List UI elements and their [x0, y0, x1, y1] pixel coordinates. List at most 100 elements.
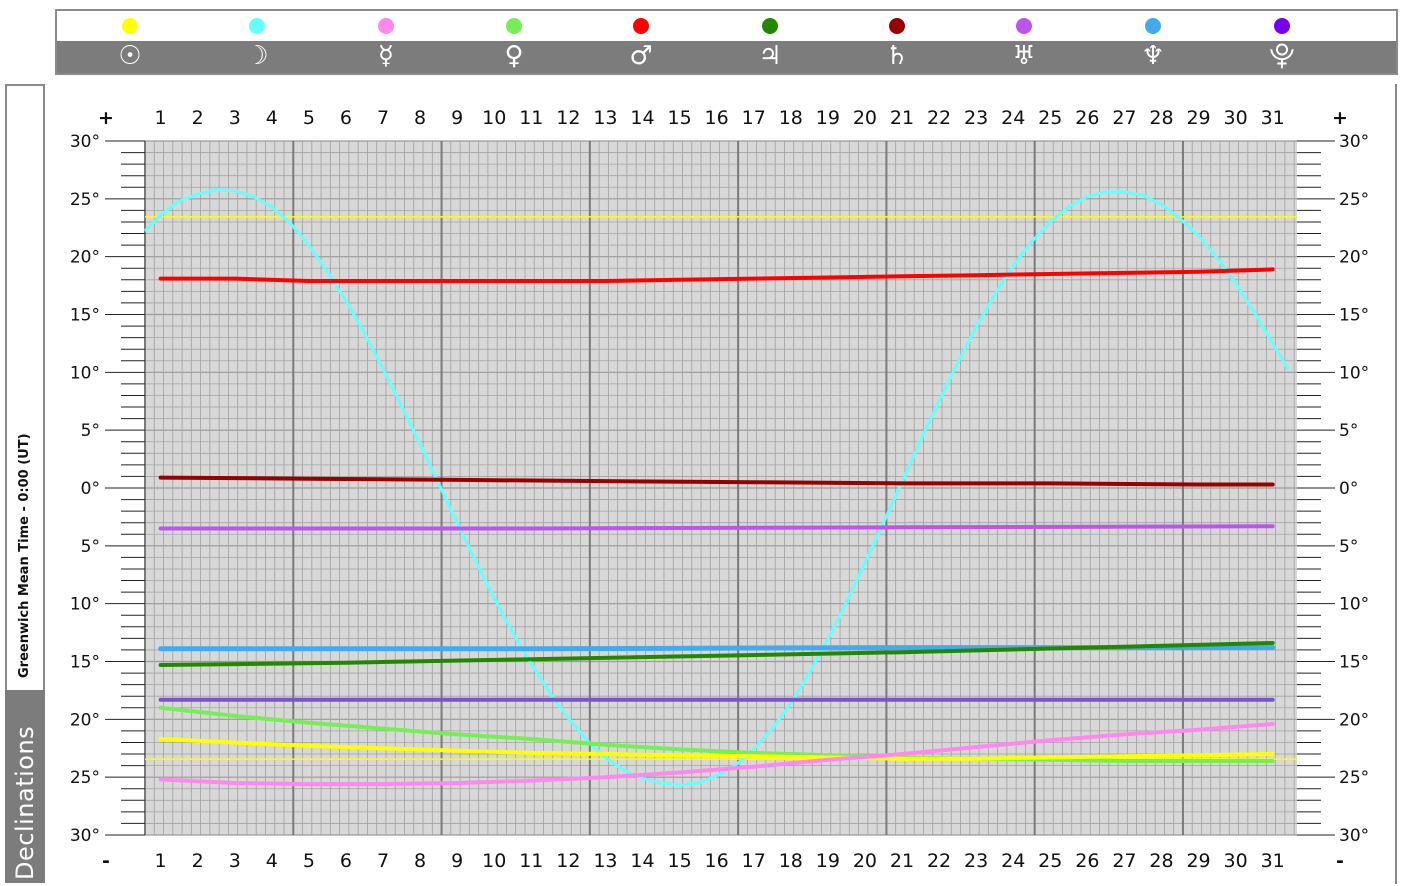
neptune-icon: ♆ — [1141, 41, 1165, 71]
x-tick-label: 1 — [155, 850, 167, 872]
x-tick-label: 11 — [519, 850, 543, 872]
sign-label: - — [1336, 850, 1344, 872]
x-tick-label: 3 — [229, 107, 241, 129]
chart-right-border — [1395, 84, 1397, 884]
legend-item: ☿ — [346, 11, 426, 73]
legend-color-dot — [506, 18, 522, 34]
x-tick-label: 26 — [1075, 850, 1099, 872]
legend-item: ♆ — [1113, 11, 1193, 73]
y-tick-label: 15° — [1339, 306, 1369, 326]
y-tick-label: 10° — [1339, 363, 1369, 383]
y-tick-label: 25° — [1339, 190, 1369, 210]
saturn-icon: ♄ — [885, 41, 909, 71]
x-tick-label: 24 — [1001, 107, 1025, 129]
mercury-icon: ☿ — [378, 41, 394, 71]
x-tick-label: 8 — [414, 850, 426, 872]
x-tick-label: 22 — [927, 850, 951, 872]
y-tick-label: 30° — [1339, 132, 1369, 152]
x-tick-label: 15 — [667, 850, 691, 872]
y-tick-label: 25° — [1339, 768, 1369, 788]
x-tick-label: 7 — [377, 107, 389, 129]
x-tick-label: 12 — [556, 107, 580, 129]
y-tick-label: 20° — [1339, 710, 1369, 730]
y-tick-label: 5° — [81, 537, 100, 557]
series-line — [158, 475, 1275, 487]
y-tick-label: 15° — [70, 306, 100, 326]
y-tick-label: 0° — [1339, 479, 1358, 499]
x-tick-label: 22 — [927, 107, 951, 129]
venus-icon: ♀ — [504, 41, 524, 71]
x-tick-label: 3 — [229, 850, 241, 872]
legend-item: ♀ — [474, 11, 554, 73]
x-tick-label: 5 — [303, 107, 315, 129]
sign-label: + — [98, 107, 114, 129]
mars-icon: ♂ — [629, 41, 653, 71]
legend-color-dot — [889, 18, 905, 34]
y-tick-label: 10° — [70, 595, 100, 615]
section-tab[interactable]: Declinations — [5, 690, 45, 883]
series-line — [158, 705, 1275, 763]
legend-color-dot — [1274, 18, 1290, 34]
x-tick-label: 18 — [779, 107, 803, 129]
x-tick-label: 28 — [1149, 107, 1173, 129]
y-tick-label: 20° — [70, 248, 100, 268]
x-tick-label: 19 — [816, 850, 840, 872]
x-tick-label: 6 — [340, 107, 352, 129]
x-tick-label: 14 — [630, 850, 654, 872]
x-tick-label: 24 — [1001, 850, 1025, 872]
y-tick-label: 20° — [70, 710, 100, 730]
legend-item: ☉ — [90, 11, 170, 73]
x-tick-label: 13 — [593, 850, 617, 872]
y-tick-label: 15° — [70, 653, 100, 673]
y-tick-label: 10° — [1339, 595, 1369, 615]
y-tick-label: 5° — [1339, 421, 1358, 441]
x-tick-label: 31 — [1261, 107, 1285, 129]
y-tick-label: 30° — [70, 826, 100, 846]
x-tick-label: 2 — [192, 850, 204, 872]
x-tick-label: 20 — [853, 107, 877, 129]
legend-color-dot — [1016, 18, 1032, 34]
x-tick-label: 28 — [1149, 850, 1173, 872]
legend-color-dot — [1145, 18, 1161, 34]
y-tick-label: 25° — [70, 768, 100, 788]
time-panel: Greenwich Mean Time - 0:00 (UT) — [5, 84, 45, 692]
x-tick-label: 6 — [340, 850, 352, 872]
x-tick-label: 29 — [1186, 850, 1210, 872]
y-tick-label: 5° — [81, 421, 100, 441]
x-tick-label: 9 — [451, 850, 463, 872]
planet-legend: ☉ ☽ ☿ ♀ ♂ ♃ ♄ ♅ ♆ ⯓ — [55, 9, 1398, 75]
grid — [144, 140, 1297, 836]
x-tick-label: 27 — [1112, 107, 1136, 129]
x-tick-label: 16 — [705, 850, 729, 872]
legend-item: ♅ — [984, 11, 1064, 73]
x-tick-label: 29 — [1186, 107, 1210, 129]
x-tick-label: 23 — [964, 107, 988, 129]
x-tick-label: 4 — [266, 107, 278, 129]
pluto-icon: ⯓ — [1269, 41, 1295, 71]
y-tick-label: 25° — [70, 190, 100, 210]
legend-item: ♄ — [857, 11, 937, 73]
legend-item: ♃ — [730, 11, 810, 73]
series-line — [158, 524, 1275, 531]
x-tick-label: 30 — [1224, 850, 1248, 872]
y-tick-label: 15° — [1339, 653, 1369, 673]
legend-item: ⯓ — [1242, 11, 1322, 73]
x-tick-label: 7 — [377, 850, 389, 872]
sun-icon: ☉ — [118, 41, 142, 71]
x-tick-label: 26 — [1075, 107, 1099, 129]
x-tick-label: 17 — [742, 850, 766, 872]
x-tick-label: 8 — [414, 107, 426, 129]
legend-item: ☽ — [217, 11, 297, 73]
legend-color-dot — [122, 18, 138, 34]
sign-label: + — [1332, 107, 1348, 129]
x-tick-label: 21 — [890, 107, 914, 129]
x-tick-label: 11 — [519, 107, 543, 129]
jupiter-icon: ♃ — [758, 41, 782, 71]
x-tick-label: 9 — [451, 107, 463, 129]
x-tick-label: 2 — [192, 107, 204, 129]
x-tick-label: 31 — [1261, 850, 1285, 872]
y-tick-label: 0° — [81, 479, 100, 499]
x-tick-label: 30 — [1224, 107, 1248, 129]
y-tick-label: 30° — [1339, 826, 1369, 846]
